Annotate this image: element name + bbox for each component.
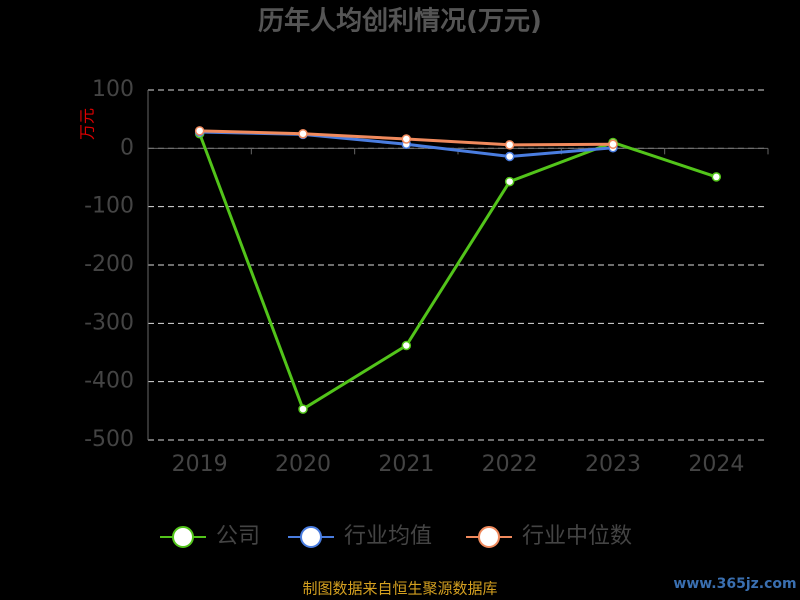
- y-tick-label: -100: [84, 194, 134, 219]
- series-line: [198, 133, 717, 412]
- legend-marker: [478, 526, 500, 548]
- y-tick-label: -400: [84, 369, 134, 394]
- x-tick-label: 2024: [688, 452, 744, 477]
- data-point: [504, 151, 515, 162]
- legend-label: 公司: [216, 524, 260, 549]
- data-point: [608, 139, 618, 149]
- x-tick-label: 2021: [378, 452, 434, 477]
- y-tick-label: -300: [84, 310, 134, 335]
- legend-marker: [300, 526, 322, 548]
- data-point: [298, 404, 308, 414]
- x-tick-label: 2023: [585, 452, 641, 477]
- data-point: [298, 129, 308, 139]
- data-point: [401, 340, 412, 351]
- data-point: [504, 140, 515, 150]
- chart-title: 历年人均创利情况(万元): [258, 6, 542, 37]
- y-tick-label: -200: [84, 252, 134, 277]
- data-point: [401, 134, 412, 144]
- y-tick-label: 100: [92, 77, 134, 102]
- x-tick-label: 2019: [172, 452, 228, 477]
- y-tick-label: -500: [84, 427, 134, 452]
- footer: 制图数据来自恒生聚源数据库: [302, 580, 497, 598]
- data-point: [711, 172, 722, 182]
- watermark: www.365jz.com: [673, 576, 796, 592]
- legend-marker: [172, 526, 194, 548]
- x-tick-label: 2020: [275, 452, 331, 477]
- legend-label: 行业中位数: [522, 524, 632, 549]
- x-tick-label: 2022: [482, 452, 538, 477]
- y-axis-label: 万元: [78, 108, 97, 140]
- data-point: [194, 126, 205, 136]
- data-point: [504, 176, 515, 187]
- legend-label: 行业均值: [344, 524, 432, 549]
- y-tick-label: 0: [120, 135, 134, 160]
